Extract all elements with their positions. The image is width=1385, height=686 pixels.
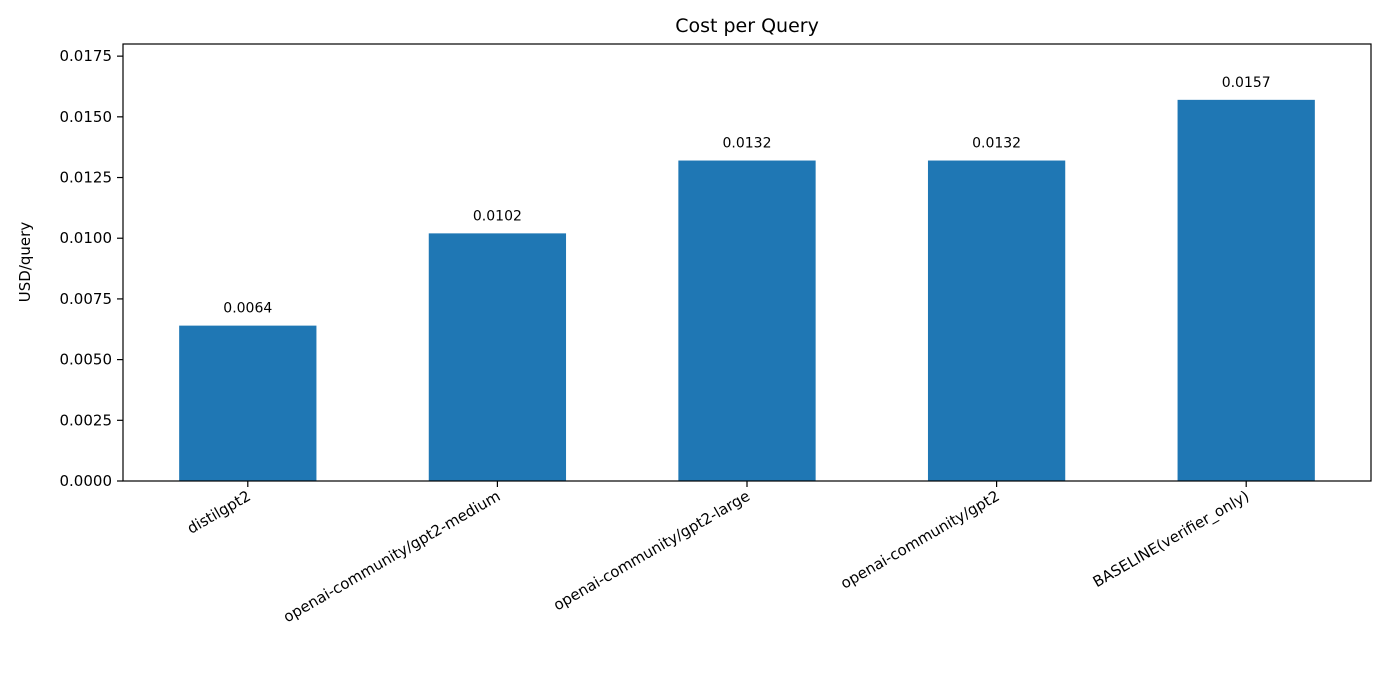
y-axis-label: USD/query xyxy=(16,222,34,303)
y-tick-label: 0.0100 xyxy=(60,229,113,247)
x-tick-label: distilgpt2 xyxy=(184,487,254,538)
bar xyxy=(927,160,1066,482)
data-label: 0.0102 xyxy=(473,208,522,224)
data-label: 0.0132 xyxy=(723,136,772,152)
y-tick-label: 0.0150 xyxy=(60,108,113,126)
bars-group xyxy=(179,99,1315,482)
x-tick-label: openai-community/gpt2 xyxy=(837,487,1002,593)
bar xyxy=(428,233,567,481)
data-labels-group: 0.0064 0.0102 0.0132 0.0132 0.0157 xyxy=(223,75,1270,317)
plot-frame xyxy=(122,43,1372,482)
x-tick-label: BASELINE(verifier_only) xyxy=(1090,487,1253,592)
data-label: 0.0132 xyxy=(972,136,1021,152)
bar xyxy=(1177,99,1315,481)
y-tick-label: 0.0125 xyxy=(60,169,113,187)
y-tick-label: 0.0050 xyxy=(60,351,113,369)
x-axis-ticks: distilgpt2 openai-community/gpt2-medium op… xyxy=(184,481,1253,626)
bar xyxy=(179,325,317,481)
y-tick-label: 0.0175 xyxy=(60,47,113,65)
y-axis-ticks: 0.0000 0.0025 0.0050 0.0075 0.0100 0.0125 0.01… xyxy=(60,47,123,490)
data-label: 0.0064 xyxy=(223,301,272,317)
y-tick-label: 0.0000 xyxy=(60,472,113,490)
bar xyxy=(678,160,816,482)
x-tick-label: openai-community/gpt2-large xyxy=(550,487,753,614)
y-tick-label: 0.0075 xyxy=(60,290,113,308)
y-tick-label: 0.0025 xyxy=(60,411,113,429)
x-tick-label: openai-community/gpt2-medium xyxy=(280,487,503,626)
chart-title: Cost per Query xyxy=(675,15,819,37)
data-label: 0.0157 xyxy=(1222,75,1271,91)
